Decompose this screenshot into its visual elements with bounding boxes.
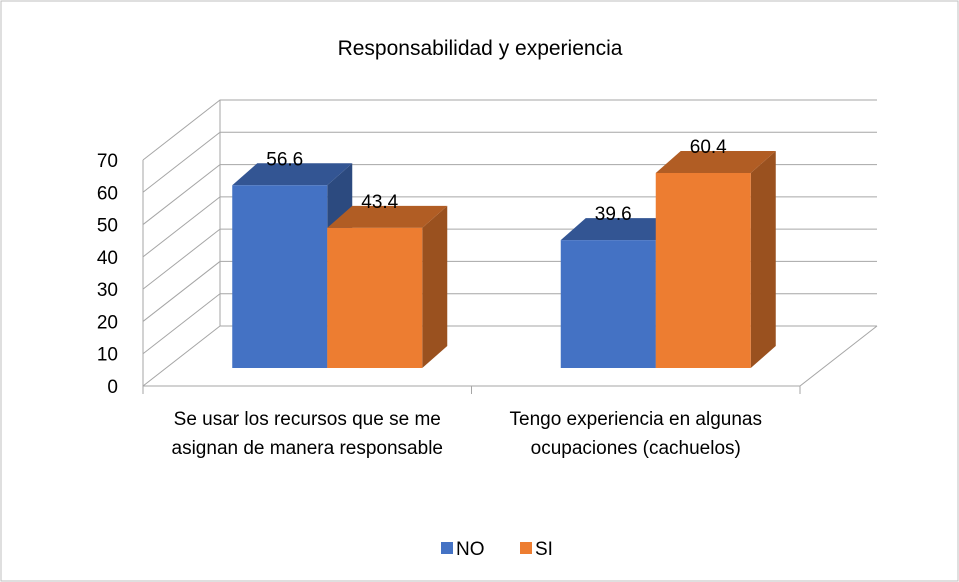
bar-face [750, 150, 776, 368]
y-tick-label: 10 [97, 345, 118, 366]
grid-line [142, 131, 877, 193]
bar-face [327, 227, 423, 368]
bar-face [232, 163, 353, 186]
y-tick-label: 70 [97, 151, 118, 172]
x-tick-label: Tengo experiencia en algunas ocupaciones… [509, 409, 762, 459]
bar-face [422, 205, 448, 368]
bar-face [560, 218, 681, 241]
y-tick-label: 0 [107, 377, 118, 398]
floor-edge [799, 325, 878, 387]
bar-face [560, 240, 656, 368]
value-label: 56.6 [266, 149, 303, 170]
y-tick-label: 20 [97, 312, 118, 333]
y-tick-label: 30 [97, 280, 118, 301]
bar-face [655, 172, 751, 368]
bar-face [232, 185, 328, 368]
grid-line [142, 164, 877, 225]
bar [655, 150, 776, 368]
grid-line [142, 99, 877, 161]
legend-label: SI [535, 539, 553, 560]
y-tick-label: 50 [97, 216, 118, 237]
value-label: 60.4 [690, 137, 727, 158]
value-label: 39.6 [595, 204, 632, 225]
x-tick-label: Se usar los recursos que se me asignan d… [171, 409, 443, 459]
y-tick-label: 40 [97, 248, 118, 269]
value-label: 43.4 [361, 192, 398, 213]
bar [327, 205, 448, 368]
legend-swatch [441, 542, 453, 554]
bar-face [327, 205, 448, 228]
legend-swatch [520, 542, 532, 554]
bar-face [655, 150, 776, 173]
legend-label: NO [456, 539, 485, 560]
chart-title: Responsabilidad y experiencia [338, 37, 623, 60]
y-tick-label: 60 [97, 183, 118, 204]
